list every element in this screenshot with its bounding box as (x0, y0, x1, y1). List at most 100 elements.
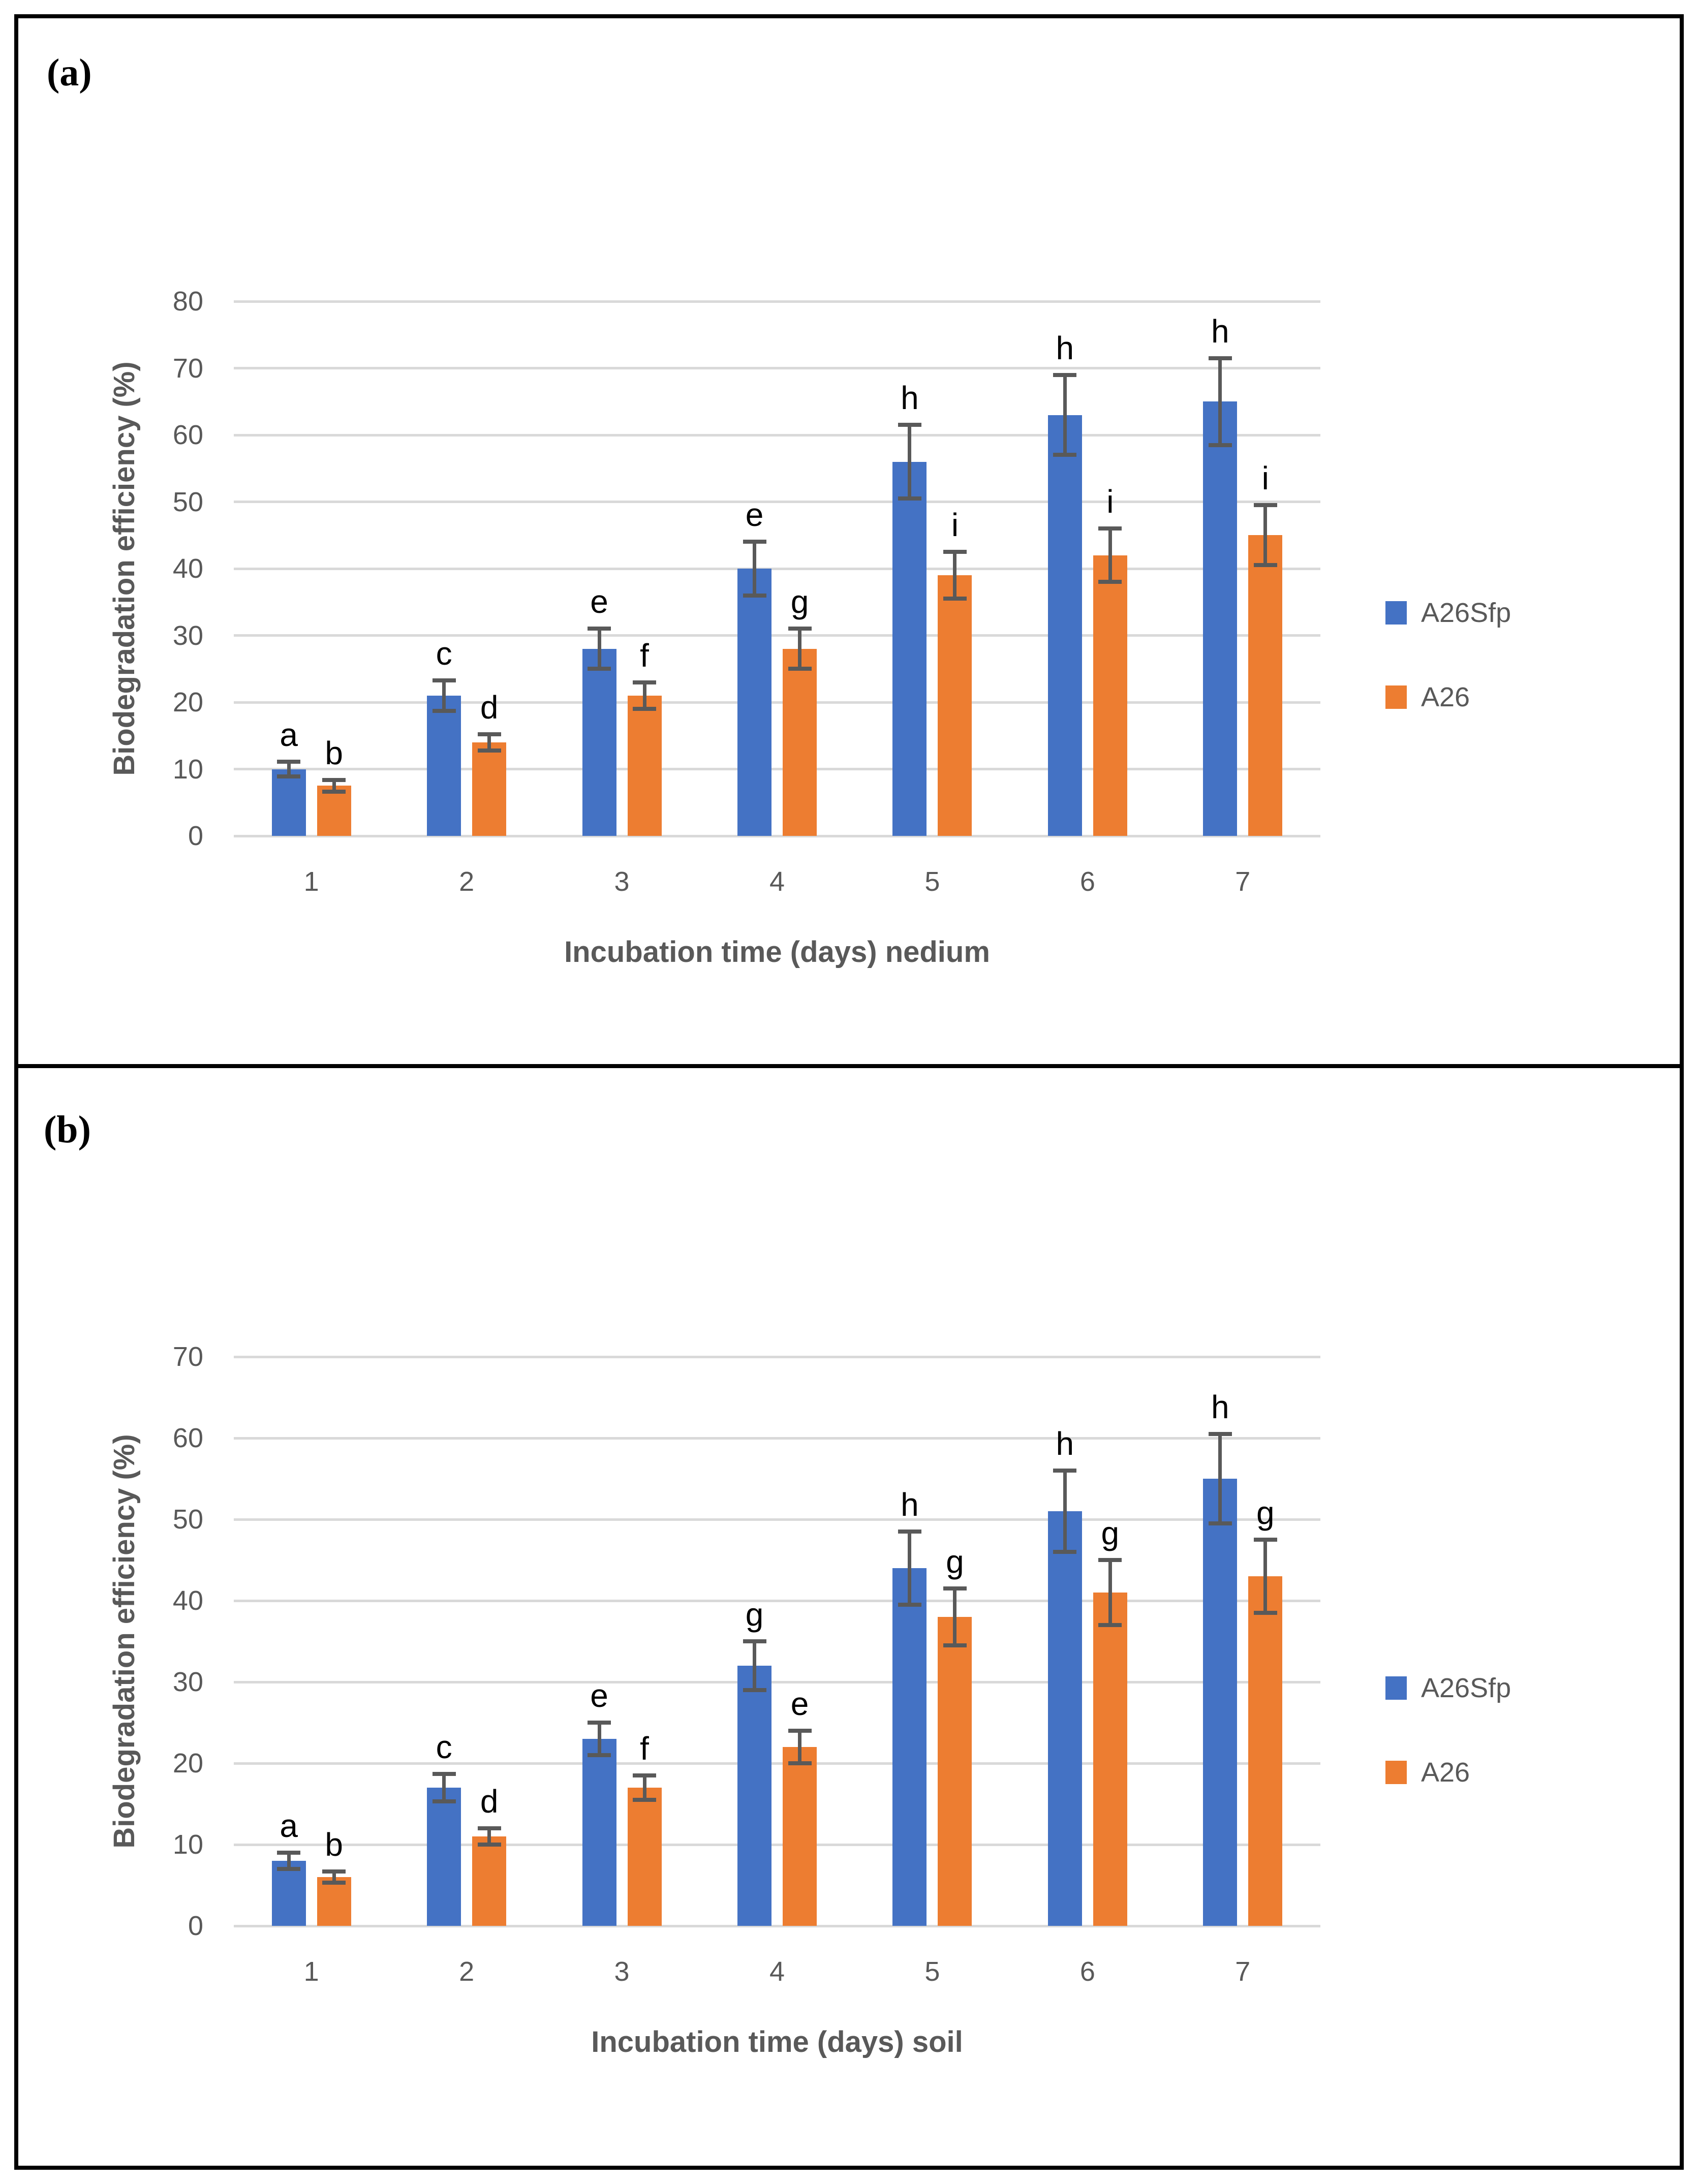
bar-a26 (938, 1617, 972, 1926)
gridline (234, 701, 1320, 704)
gridline (234, 1924, 1320, 1927)
significance-letter: h (901, 1486, 919, 1523)
error-bar-cap (1053, 453, 1077, 457)
y-tick-label: 50 (172, 486, 203, 517)
bar-a26 (1248, 1576, 1283, 1926)
bar-a26 (783, 1747, 817, 1926)
error-bar-cap (1098, 1558, 1122, 1562)
gridline (234, 1599, 1320, 1602)
error-bar-cap (277, 774, 301, 778)
error-bar-stem (1218, 358, 1222, 445)
error-bar-cap (322, 790, 346, 794)
panel-a-label: (a) (47, 51, 92, 94)
gridline (234, 634, 1320, 637)
panel-b-label: (b) (44, 1108, 91, 1151)
error-bar-stem (642, 682, 646, 709)
x-tick-label: 4 (769, 866, 785, 897)
gridline (234, 501, 1320, 503)
error-bar-cap (743, 1639, 766, 1643)
significance-letter: f (640, 637, 649, 674)
error-bar-cap (477, 1826, 501, 1830)
bar-a26 (472, 1836, 507, 1926)
bar-a26sfp (1203, 1479, 1238, 1926)
x-axis-title-b: Incubation time (days) soil (591, 2025, 963, 2058)
error-bar-stem (487, 1828, 491, 1845)
significance-letter: b (325, 734, 343, 771)
error-bar-cap (588, 627, 611, 631)
error-bar-stem (1108, 1560, 1112, 1625)
significance-letter: h (901, 380, 919, 417)
error-bar-cap (322, 777, 346, 782)
significance-letter: i (1106, 483, 1114, 520)
error-bar-cap (788, 1761, 812, 1765)
x-tick-label: 5 (924, 866, 940, 897)
gridline (234, 1680, 1320, 1683)
bar-a26sfp (892, 461, 927, 836)
x-tick-label: 6 (1079, 866, 1095, 897)
error-bar-cap (788, 1729, 812, 1733)
error-bar-cap (1208, 443, 1232, 447)
significance-letter: h (1056, 1425, 1074, 1462)
y-tick-label: 10 (172, 754, 203, 785)
bar-a26sfp (582, 1739, 616, 1926)
significance-letter: g (946, 1543, 964, 1580)
error-bar-cap (1098, 580, 1122, 584)
gridline (234, 834, 1320, 837)
y-tick-label: 20 (172, 687, 203, 717)
error-bar-cap (277, 1851, 301, 1855)
error-bar-cap (1053, 1550, 1077, 1554)
error-bar-stem (332, 1871, 336, 1883)
y-tick-label: 80 (172, 286, 203, 317)
bar-a26sfp (1203, 401, 1238, 836)
y-tick-label: 50 (172, 1504, 203, 1535)
bar-a26 (317, 1877, 351, 1926)
y-tick-label: 30 (172, 1667, 203, 1697)
error-bar-stem (953, 1588, 957, 1645)
gridline (234, 367, 1320, 369)
significance-letter: g (1101, 1515, 1120, 1551)
y-tick-label: 60 (172, 1423, 203, 1453)
bar-a26sfp (271, 769, 306, 836)
error-bar-stem (597, 1723, 601, 1755)
bar-a26 (627, 695, 662, 836)
error-bar-cap (1208, 356, 1232, 360)
error-bar-cap (943, 550, 967, 554)
error-bar-cap (432, 678, 456, 682)
error-bar-stem (1108, 528, 1112, 582)
bar-a26sfp (1047, 415, 1082, 836)
error-bar-cap (1098, 526, 1122, 531)
legend-swatch-a26sfp (1385, 1676, 1407, 1700)
bar-a26sfp (271, 1861, 306, 1926)
significance-letter: b (325, 1826, 343, 1863)
error-bar-cap (322, 1869, 346, 1874)
legend-item-a26: A26 (1385, 683, 1470, 711)
x-tick-label: 2 (459, 866, 475, 897)
error-bar-cap (477, 732, 501, 737)
error-bar-stem (753, 1641, 756, 1690)
error-bar-cap (743, 1688, 766, 1692)
y-tick-label: 0 (188, 821, 203, 851)
error-bar-cap (633, 707, 657, 711)
error-bar-cap (1053, 372, 1077, 377)
legend-item-a26sfp: A26Sfp (1385, 599, 1511, 627)
significance-letter: h (1056, 329, 1074, 366)
gridline (234, 1437, 1320, 1440)
significance-letter: e (590, 583, 608, 620)
error-bar-cap (898, 423, 921, 427)
error-bar-cap (588, 1721, 611, 1725)
x-tick-label: 6 (1079, 1956, 1095, 1987)
significance-letter: e (590, 1677, 608, 1714)
error-bar-cap (943, 1643, 967, 1647)
error-bar-stem (798, 629, 801, 669)
bar-a26sfp (737, 569, 771, 836)
bar-a26 (1248, 535, 1283, 836)
bar-a26 (472, 742, 507, 836)
significance-letter: g (790, 583, 809, 620)
gridline (234, 300, 1320, 303)
bar-a26 (1093, 555, 1127, 836)
error-bar-cap (322, 1881, 346, 1885)
error-bar-cap (1208, 1521, 1232, 1525)
error-bar-stem (1263, 505, 1268, 566)
panel-a-frame (14, 14, 1684, 1068)
